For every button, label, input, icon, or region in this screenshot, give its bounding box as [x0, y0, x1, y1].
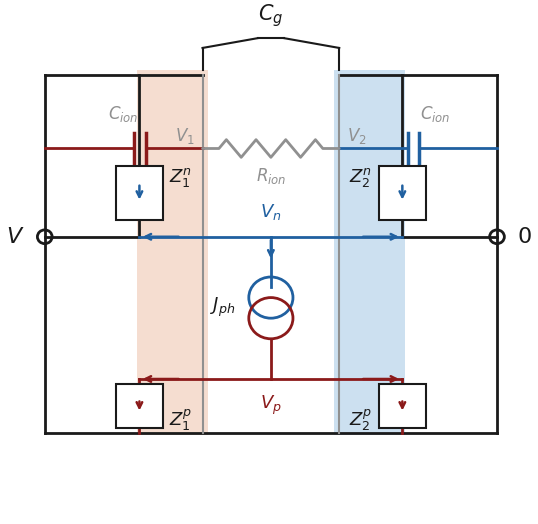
Text: $V_2$: $V_2$: [347, 126, 367, 146]
Text: $V_{\mathregular{n}}$: $V_{\mathregular{n}}$: [260, 202, 281, 222]
Text: $Z_1^{\mathregular{n}}$: $Z_1^{\mathregular{n}}$: [169, 167, 193, 189]
Text: $C_{\mathregular{ion}}$: $C_{\mathregular{ion}}$: [420, 104, 450, 124]
Text: $J_{\mathregular{ph}}$: $J_{\mathregular{ph}}$: [210, 296, 236, 320]
Text: $Z_2^{\mathregular{n}}$: $Z_2^{\mathregular{n}}$: [349, 167, 372, 189]
Text: $0$: $0$: [517, 227, 532, 247]
Bar: [137, 70, 208, 435]
Text: $Z_1^{\mathregular{p}}$: $Z_1^{\mathregular{p}}$: [169, 408, 193, 433]
Bar: [379, 384, 426, 428]
Text: $C_{\mathregular{ion}}$: $C_{\mathregular{ion}}$: [108, 104, 139, 124]
Text: $V$: $V$: [6, 227, 25, 247]
Text: $Z_2^{\mathregular{p}}$: $Z_2^{\mathregular{p}}$: [349, 408, 372, 433]
Text: $C_{\mathregular{g}}$: $C_{\mathregular{g}}$: [258, 3, 284, 29]
Bar: [116, 384, 163, 428]
Text: $V_1$: $V_1$: [175, 126, 195, 146]
Bar: [379, 166, 426, 220]
Bar: [334, 70, 405, 435]
Text: $R_{\mathregular{ion}}$: $R_{\mathregular{ion}}$: [256, 166, 286, 185]
Bar: [116, 166, 163, 220]
Text: $V_{\mathregular{p}}$: $V_{\mathregular{p}}$: [260, 394, 282, 417]
